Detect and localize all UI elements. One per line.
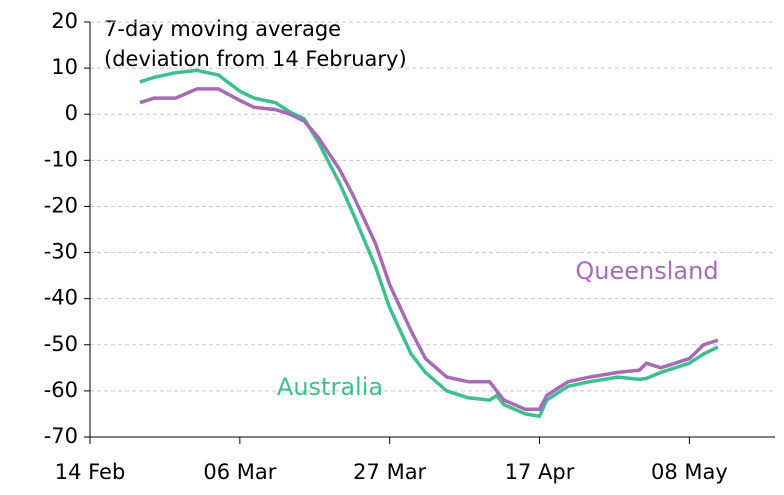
y-tick-label: -40 bbox=[44, 286, 78, 310]
series-label: Queensland bbox=[575, 257, 718, 285]
y-tick-label: -30 bbox=[44, 240, 78, 264]
series-line bbox=[139, 68, 719, 419]
annotation: (deviation from 14 February) bbox=[104, 47, 407, 71]
series-label: Australia bbox=[277, 373, 383, 401]
x-tick-label: 08 May bbox=[651, 460, 728, 484]
annotation: 7-day moving average bbox=[104, 17, 341, 41]
y-tick-label: -50 bbox=[44, 332, 78, 356]
y-tick-label: 10 bbox=[51, 55, 78, 79]
y-tick-label: -60 bbox=[44, 378, 78, 402]
y-tick-label: -70 bbox=[44, 424, 78, 448]
y-tick-label: -20 bbox=[44, 193, 78, 217]
y-tick-label: 0 bbox=[65, 101, 78, 125]
y-tick-label: -10 bbox=[44, 147, 78, 171]
x-tick-label: 27 Mar bbox=[353, 460, 426, 484]
x-tick-label: 14 Feb bbox=[55, 460, 126, 484]
y-tick-label: 20 bbox=[51, 9, 78, 33]
x-tick-label: 06 Mar bbox=[203, 460, 276, 484]
series-line bbox=[139, 87, 719, 412]
x-tick-label: 17 Apr bbox=[505, 460, 575, 484]
